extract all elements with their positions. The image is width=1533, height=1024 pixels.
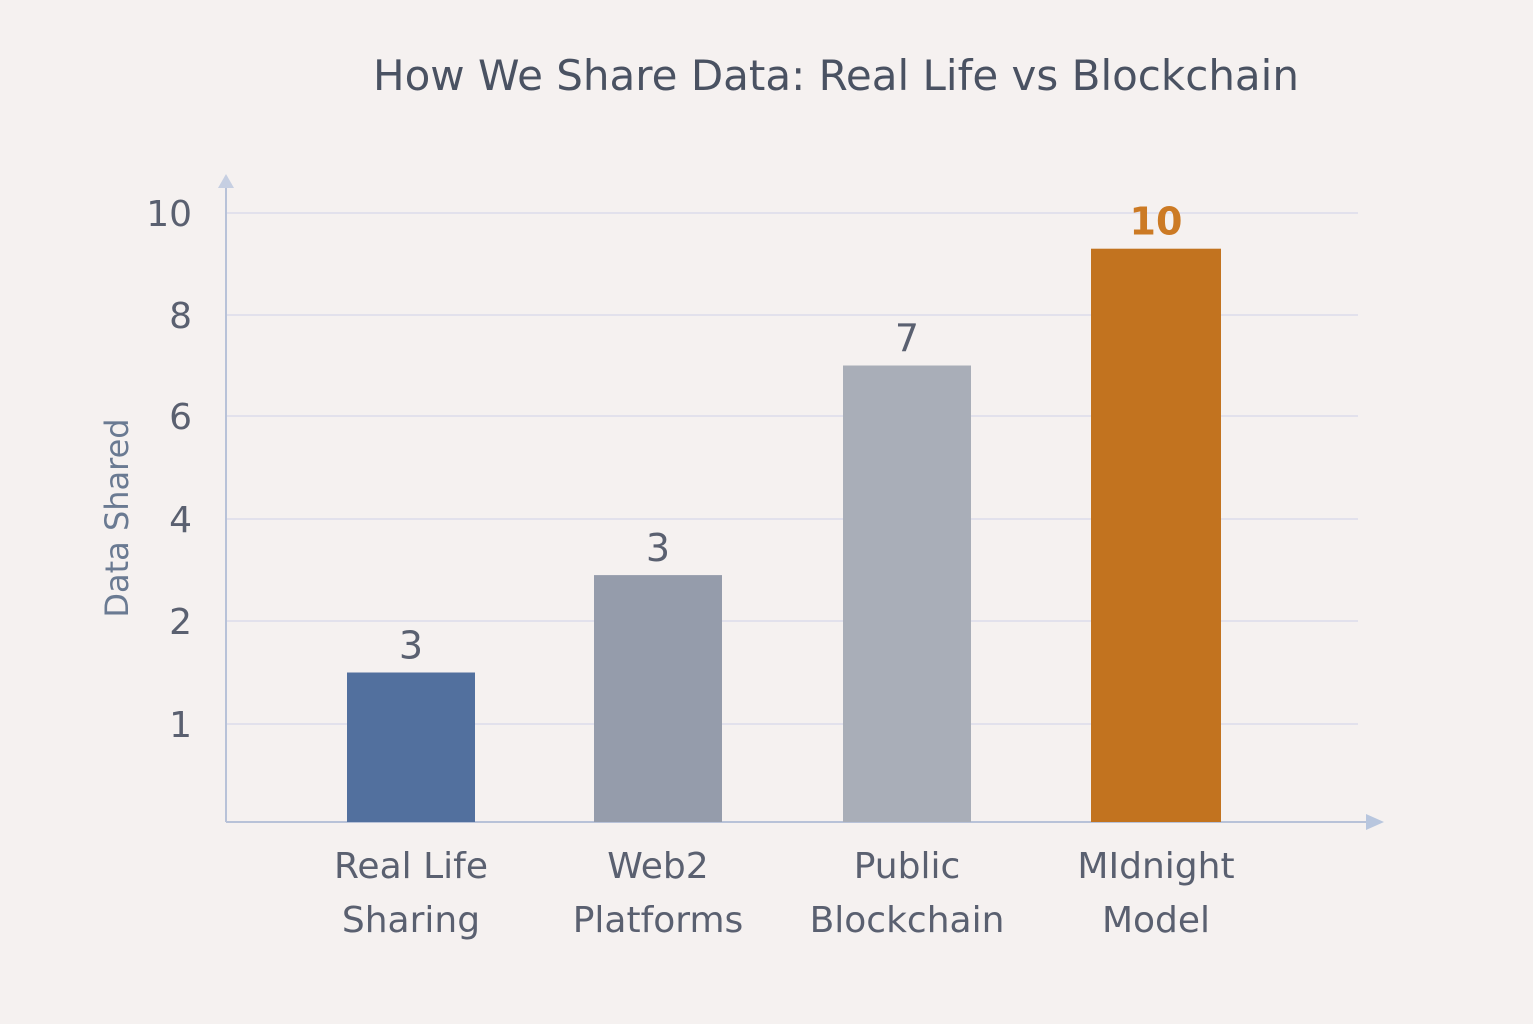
data-labels: 3 3 7 10 bbox=[399, 200, 1183, 668]
data-label: 3 bbox=[646, 526, 670, 570]
y-tick-label: 6 bbox=[169, 397, 192, 438]
data-label: 3 bbox=[399, 624, 423, 668]
x-category-label: MIdnight Model bbox=[1077, 846, 1234, 941]
bar-1 bbox=[594, 575, 722, 822]
data-label: 7 bbox=[895, 317, 919, 361]
x-category-label: Real Life Sharing bbox=[334, 846, 488, 941]
y-tick-label: 10 bbox=[146, 194, 192, 235]
chart-title: How We Share Data: Real Life vs Blockcha… bbox=[373, 51, 1299, 100]
y-axis-label: Data Shared bbox=[98, 418, 136, 617]
bar-0 bbox=[347, 672, 475, 822]
x-axis-arrow-icon bbox=[1366, 814, 1384, 830]
y-axis-ticks: 1 2 4 6 8 10 bbox=[146, 194, 192, 746]
bar-2 bbox=[843, 365, 971, 822]
y-tick-label: 4 bbox=[169, 500, 192, 541]
y-axis-arrow-icon bbox=[218, 174, 234, 188]
y-tick-label: 8 bbox=[169, 296, 192, 337]
bar-3 bbox=[1091, 248, 1221, 822]
x-category-label: Web2 Platforms bbox=[573, 846, 744, 941]
y-tick-label: 2 bbox=[169, 602, 192, 643]
x-axis-categories: Real Life Sharing Web2 Platforms Public Block… bbox=[334, 846, 1235, 941]
bars bbox=[347, 248, 1221, 822]
y-tick-label: 1 bbox=[169, 705, 192, 746]
data-label: 10 bbox=[1130, 200, 1183, 244]
x-category-label: Public Blockchain bbox=[810, 846, 1005, 941]
